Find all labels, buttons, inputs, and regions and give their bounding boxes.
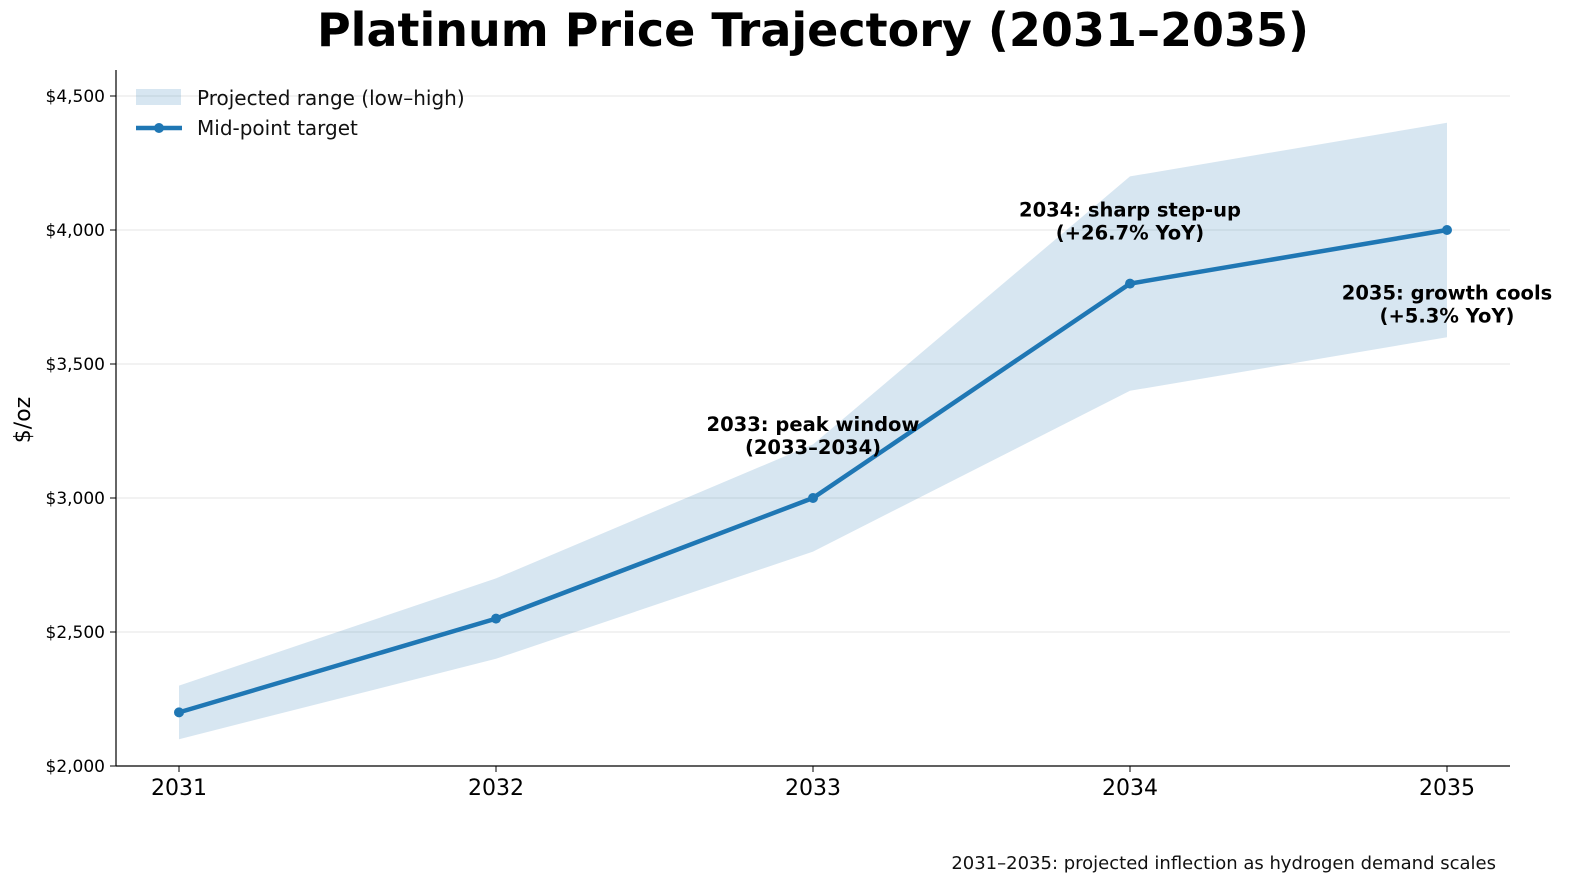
x-tick-label: 2031 bbox=[151, 776, 207, 801]
annotation-line: 2033: peak window bbox=[707, 413, 920, 436]
annotation-line: (2033–2034) bbox=[745, 436, 881, 459]
y-tick-label: $3,000 bbox=[46, 489, 105, 509]
grid-lines bbox=[116, 95, 1510, 633]
mid-point-marker bbox=[1442, 225, 1452, 235]
legend-line-marker bbox=[154, 123, 164, 133]
x-tick-label: 2032 bbox=[468, 776, 524, 801]
annotation-line: (+26.7% YoY) bbox=[1056, 222, 1204, 245]
y-tick-label: $3,500 bbox=[46, 355, 105, 375]
x-tick-label: 2035 bbox=[1419, 776, 1475, 801]
y-tick-label: $2,000 bbox=[46, 757, 105, 777]
annotation: 2034: sharp step-up (+26.7% YoY) bbox=[1019, 199, 1241, 245]
range-band bbox=[179, 122, 1447, 740]
legend: Projected range (low–high) Mid-point targ… bbox=[136, 86, 465, 140]
y-tick-label: $2,500 bbox=[46, 623, 105, 643]
mid-line-layer bbox=[174, 225, 1452, 718]
mid-point-marker bbox=[491, 613, 501, 624]
legend-label-mid: Mid-point target bbox=[197, 116, 358, 140]
x-axis-ticks: 2031 2032 2033 2034 2035 bbox=[151, 766, 1475, 801]
legend-band-swatch bbox=[136, 89, 181, 105]
mid-point-marker bbox=[808, 493, 818, 503]
legend-label-range: Projected range (low–high) bbox=[197, 86, 465, 110]
y-axis-label: $/oz bbox=[11, 397, 36, 443]
annotation: 2035: growth cools (+5.3% YoY) bbox=[1342, 282, 1552, 328]
mid-point-marker bbox=[174, 707, 184, 718]
annotation-line: 2034: sharp step-up bbox=[1019, 199, 1241, 222]
x-tick-label: 2034 bbox=[1102, 776, 1158, 801]
annotation-line: (+5.3% YoY) bbox=[1380, 305, 1515, 328]
range-band-layer bbox=[179, 122, 1447, 740]
annotations: 2033: peak window (2033–2034) 2034: sharp … bbox=[707, 199, 1553, 459]
y-tick-label: $4,000 bbox=[46, 221, 105, 241]
footnote: 2031–2035: projected inflection as hydro… bbox=[951, 853, 1496, 874]
chart-title: Platinum Price Trajectory (2031–2035) bbox=[317, 3, 1309, 57]
annotation: 2033: peak window (2033–2034) bbox=[707, 413, 920, 459]
annotation-line: 2035: growth cools bbox=[1342, 282, 1552, 305]
y-axis-ticks: $2,000 $2,500 $3,000 $3,500 $4,000 $4,500 bbox=[46, 87, 116, 777]
mid-point-marker bbox=[1125, 278, 1135, 289]
x-tick-label: 2033 bbox=[785, 776, 841, 801]
y-tick-label: $4,500 bbox=[46, 87, 105, 107]
